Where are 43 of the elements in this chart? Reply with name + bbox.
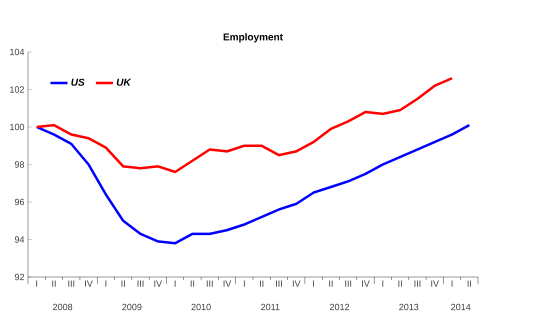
y-tick-label: 98 bbox=[14, 161, 24, 168]
y-tick-label: 92 bbox=[14, 274, 24, 280]
y-tick-label: 104 bbox=[10, 48, 24, 56]
x-tick-label: I bbox=[313, 280, 314, 287]
x-tick-label: II bbox=[122, 280, 125, 287]
x-tick-label: II bbox=[260, 280, 264, 287]
text: 2014 bbox=[451, 304, 470, 310]
text: 2009 bbox=[122, 304, 142, 310]
chart-title: Employment bbox=[224, 33, 283, 42]
x-tick-label: II bbox=[190, 280, 194, 287]
x-tick-label: II bbox=[52, 280, 56, 287]
legend-label: US bbox=[71, 78, 85, 86]
x-tick-label: I bbox=[174, 280, 176, 287]
x-tick-label: IV bbox=[85, 280, 93, 287]
x-tick-label: I bbox=[36, 280, 38, 287]
x-tick-label: III bbox=[68, 280, 74, 287]
line-series bbox=[35, 76, 454, 174]
x-tick-label: I bbox=[105, 280, 106, 287]
y-tick-label: 96 bbox=[14, 198, 24, 206]
y-tick-label: 94 bbox=[14, 236, 24, 243]
x-tick-label: IV bbox=[431, 280, 439, 287]
text: 2008 bbox=[53, 304, 72, 310]
x-tick-label: III bbox=[414, 280, 420, 287]
x-tick-label: IV bbox=[362, 280, 370, 287]
x-tick-label: II bbox=[329, 280, 333, 287]
x-tick-label: III bbox=[138, 280, 144, 287]
legend-label: UK bbox=[116, 78, 132, 86]
text: 2010 bbox=[192, 304, 211, 310]
x-tick-label: III bbox=[206, 280, 213, 287]
x-tick-label: I bbox=[382, 280, 384, 287]
text: 2013 bbox=[399, 304, 418, 310]
x-tick-label: IV bbox=[224, 280, 232, 287]
text: 2011 bbox=[261, 304, 280, 310]
x-tick-label: I bbox=[244, 280, 245, 287]
x-tick-label: II bbox=[398, 280, 402, 287]
x-tick-label: III bbox=[276, 280, 282, 287]
y-tick-label: 100 bbox=[10, 124, 24, 130]
x-tick-label: IV bbox=[292, 280, 300, 287]
text: 2012 bbox=[330, 304, 350, 310]
x-tick-label: III bbox=[345, 280, 352, 287]
y-tick-label: 102 bbox=[10, 86, 24, 93]
x-tick-label: IV bbox=[154, 280, 162, 287]
x-tick-label: II bbox=[468, 280, 472, 287]
